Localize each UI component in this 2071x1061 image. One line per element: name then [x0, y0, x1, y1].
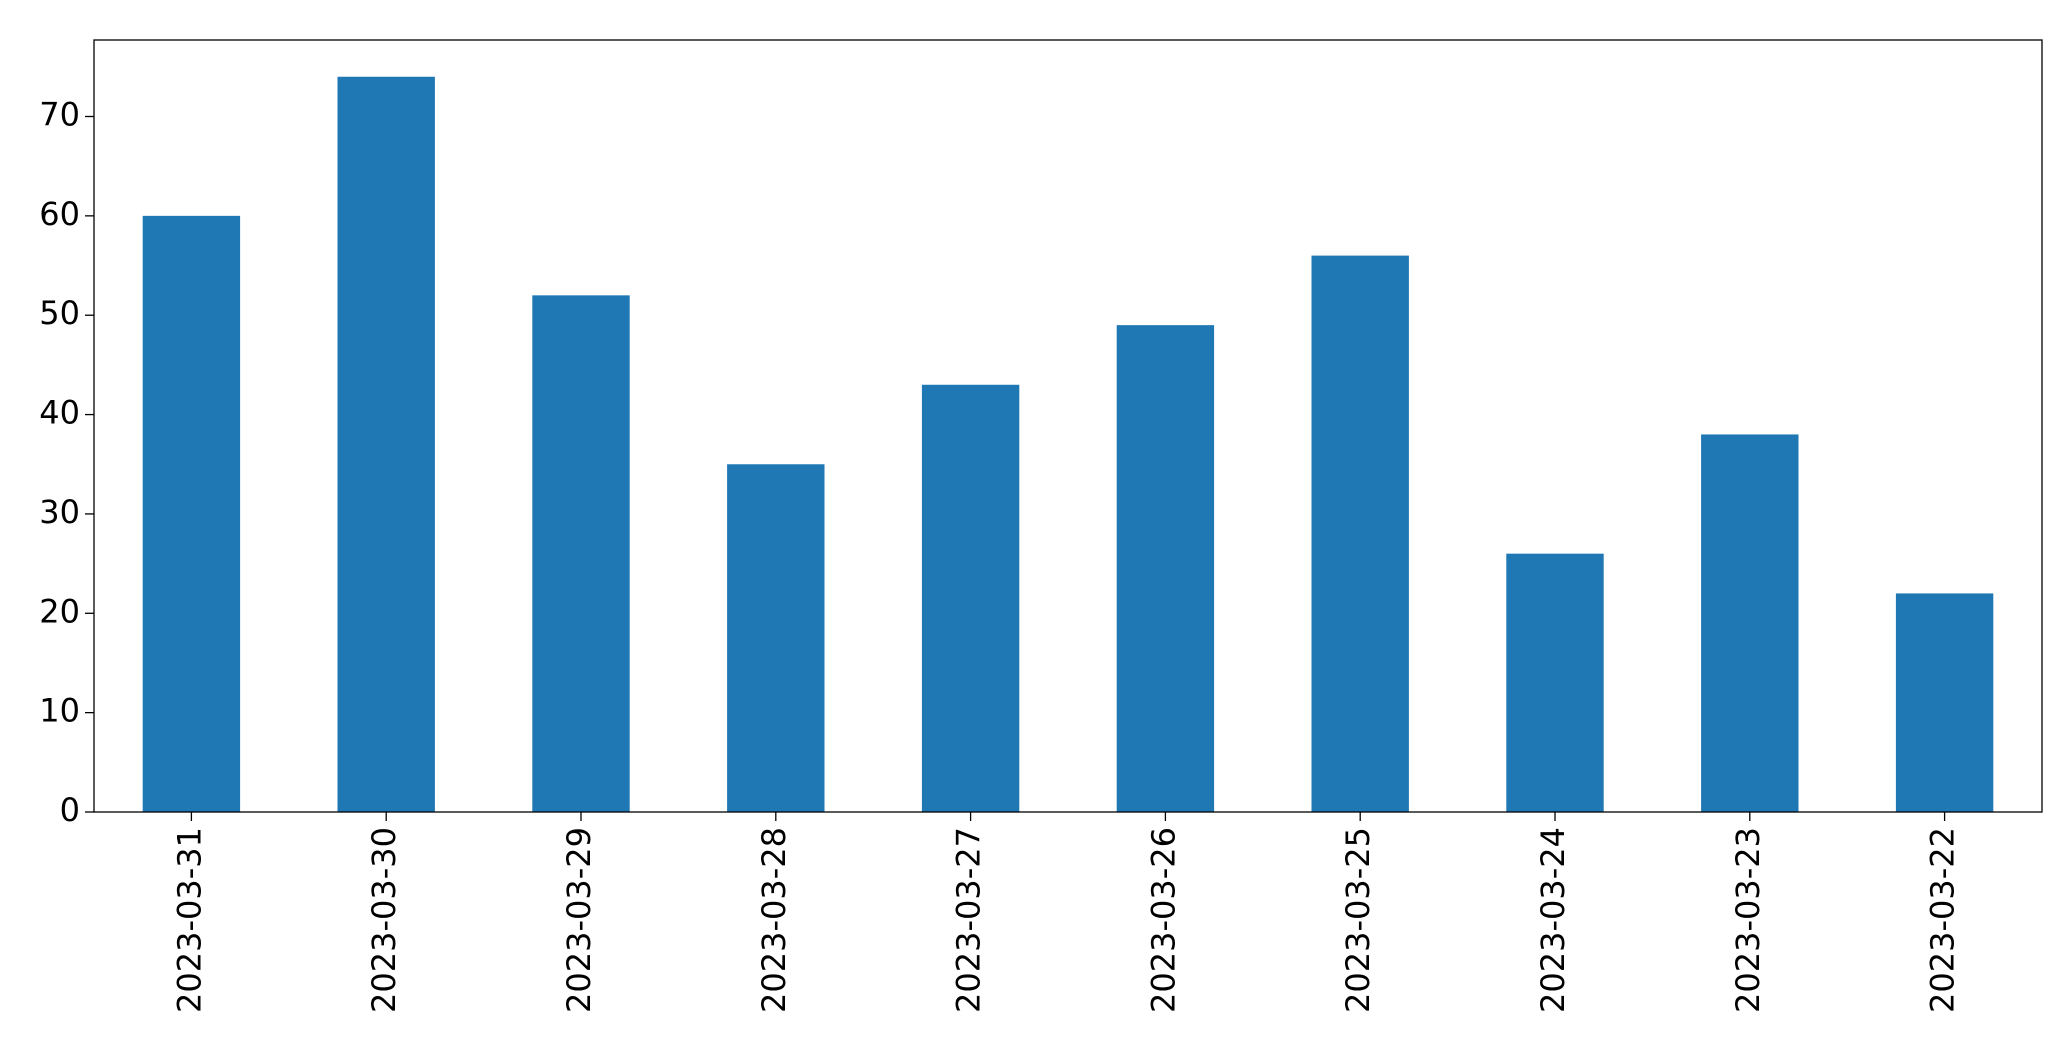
x-tick-label: 2023-03-25	[1339, 827, 1377, 1013]
bar	[142, 215, 241, 812]
x-tick-label: 2023-03-27	[950, 827, 988, 1013]
plot-frame	[93, 39, 2043, 813]
x-tick-label: 2023-03-31	[170, 827, 208, 1013]
x-tick-label: 2023-03-24	[1534, 827, 1572, 1013]
y-tick-label: 70	[39, 96, 80, 134]
bar	[1506, 553, 1604, 812]
bar	[337, 76, 435, 812]
bar	[532, 295, 630, 812]
bar	[1116, 325, 1215, 812]
y-tick-label: 0	[60, 791, 80, 829]
bar	[727, 464, 825, 812]
x-tick-label: 2023-03-26	[1144, 827, 1182, 1013]
x-tick-label: 2023-03-28	[755, 827, 793, 1013]
x-tick-label: 2023-03-22	[1924, 827, 1962, 1013]
x-tick-label: 2023-03-23	[1729, 827, 1767, 1013]
y-tick-label: 20	[39, 592, 80, 630]
y-tick-label: 60	[39, 195, 80, 233]
bar	[1701, 434, 1799, 812]
bar	[1311, 255, 1409, 812]
bar	[921, 384, 1020, 812]
x-tick-label: 2023-03-29	[560, 827, 598, 1013]
y-tick-label: 40	[39, 394, 80, 432]
x-tick-label: 2023-03-30	[365, 827, 403, 1013]
y-tick-label: 50	[39, 294, 80, 332]
y-tick-label: 10	[39, 692, 80, 730]
bar	[1895, 593, 1994, 812]
y-tick-label: 30	[39, 493, 80, 531]
